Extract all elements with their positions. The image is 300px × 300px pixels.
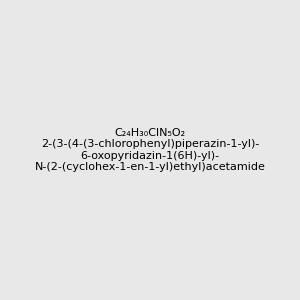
Text: C₂₄H₃₀ClN₅O₂
2-(3-(4-(3-chlorophenyl)piperazin-1-yl)-
6-oxopyridazin-1(6H)-yl)-
: C₂₄H₃₀ClN₅O₂ 2-(3-(4-(3-chlorophenyl)pip… xyxy=(34,128,266,172)
